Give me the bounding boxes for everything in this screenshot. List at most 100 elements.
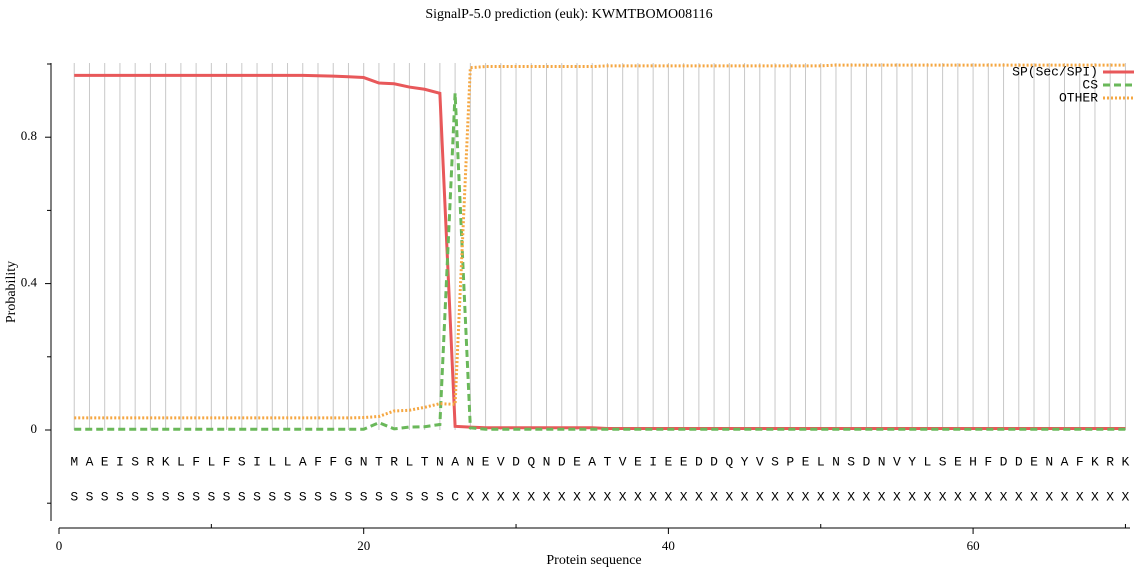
residue: T — [421, 454, 429, 469]
predicted-label: S — [207, 489, 215, 504]
predicted-label: X — [725, 489, 733, 504]
residue: L — [923, 454, 931, 469]
predicted-label: X — [1061, 489, 1069, 504]
residue: D — [863, 454, 871, 469]
residue: D — [710, 454, 718, 469]
residue: P — [786, 454, 794, 469]
residue: S — [238, 454, 246, 469]
residue: F — [223, 454, 231, 469]
chart-title: SignalP-5.0 prediction (euk): KWMTBOMO08… — [425, 7, 712, 22]
x-tick-label: 60 — [967, 538, 980, 553]
residue: V — [893, 454, 901, 469]
residue: L — [207, 454, 215, 469]
residue: N — [832, 454, 840, 469]
predicted-label: S — [405, 489, 413, 504]
predicted-label: S — [101, 489, 109, 504]
residue: H — [969, 454, 977, 469]
residue: M — [70, 454, 78, 469]
residue: A — [86, 454, 94, 469]
residue: S — [847, 454, 855, 469]
residue: L — [284, 454, 292, 469]
residue: S — [771, 454, 779, 469]
predicted-label: X — [573, 489, 581, 504]
legend-label: OTHER — [1059, 90, 1098, 105]
residue: D — [558, 454, 566, 469]
predicted-label: X — [954, 489, 962, 504]
residue: S — [939, 454, 947, 469]
residue: L — [177, 454, 185, 469]
predicted-label: S — [421, 489, 429, 504]
predicted-label: S — [360, 489, 368, 504]
residue: I — [253, 454, 261, 469]
predicted-label: X — [1106, 489, 1114, 504]
predicted-label: X — [543, 489, 551, 504]
predicted-label: X — [1030, 489, 1038, 504]
predicted-label: X — [969, 489, 977, 504]
residue: N — [360, 454, 368, 469]
predicted-label: X — [680, 489, 688, 504]
predicted-label: X — [497, 489, 505, 504]
predicted-label: X — [756, 489, 764, 504]
residue: Y — [908, 454, 916, 469]
residue: L — [817, 454, 825, 469]
residue: I — [116, 454, 124, 469]
residue: N — [1045, 454, 1053, 469]
residue: N — [878, 454, 886, 469]
predicted-label: S — [436, 489, 444, 504]
predicted-label: S — [375, 489, 383, 504]
y-axis-label: Probability — [4, 261, 19, 323]
residue: V — [756, 454, 764, 469]
predicted-label: S — [223, 489, 231, 504]
residue: G — [345, 454, 353, 469]
predicted-label: X — [482, 489, 490, 504]
predicted-label: S — [86, 489, 94, 504]
residue: F — [314, 454, 322, 469]
y-tick-label: 0.8 — [21, 128, 37, 143]
series-line — [74, 63, 1126, 420]
residue: E — [680, 454, 688, 469]
predicted-label: S — [177, 489, 185, 504]
predicted-label: X — [984, 489, 992, 504]
residue: A — [451, 454, 459, 469]
x-axis-label: Protein sequence — [546, 553, 641, 568]
residue: A — [588, 454, 596, 469]
predicted-label: S — [314, 489, 322, 504]
predicted-label: X — [908, 489, 916, 504]
predicted-label: S — [238, 489, 246, 504]
predicted-label: X — [923, 489, 931, 504]
predicted-label: S — [253, 489, 261, 504]
predicted-label: X — [588, 489, 596, 504]
predicted-label: S — [284, 489, 292, 504]
residue: N — [543, 454, 551, 469]
predicted-label: S — [147, 489, 155, 504]
residue: A — [1061, 454, 1069, 469]
y-tick-label: 0.4 — [21, 275, 38, 290]
residue: E — [634, 454, 642, 469]
predicted-label: X — [802, 489, 810, 504]
predicted-label: X — [466, 489, 474, 504]
residue: L — [405, 454, 413, 469]
residue: F — [192, 454, 200, 469]
x-tick-label: 0 — [56, 538, 63, 553]
predicted-label: S — [70, 489, 78, 504]
residue: E — [1030, 454, 1038, 469]
legend-label: SP(Sec/SPI) — [1012, 64, 1098, 79]
residue: S — [131, 454, 139, 469]
predicted-label: S — [162, 489, 170, 504]
residue: T — [604, 454, 612, 469]
predicted-label: S — [345, 489, 353, 504]
y-tick-label: 0 — [31, 421, 38, 436]
residue: Q — [725, 454, 733, 469]
predicted-label: C — [451, 489, 459, 504]
residue: V — [497, 454, 505, 469]
predicted-label: X — [817, 489, 825, 504]
predicted-label: X — [664, 489, 672, 504]
predicted-label: X — [1000, 489, 1008, 504]
predicted-label: X — [1091, 489, 1099, 504]
series-line — [74, 93, 1126, 431]
residue: E — [573, 454, 581, 469]
residue: K — [1122, 454, 1130, 469]
residue: F — [1076, 454, 1084, 469]
residue: R — [1106, 454, 1114, 469]
